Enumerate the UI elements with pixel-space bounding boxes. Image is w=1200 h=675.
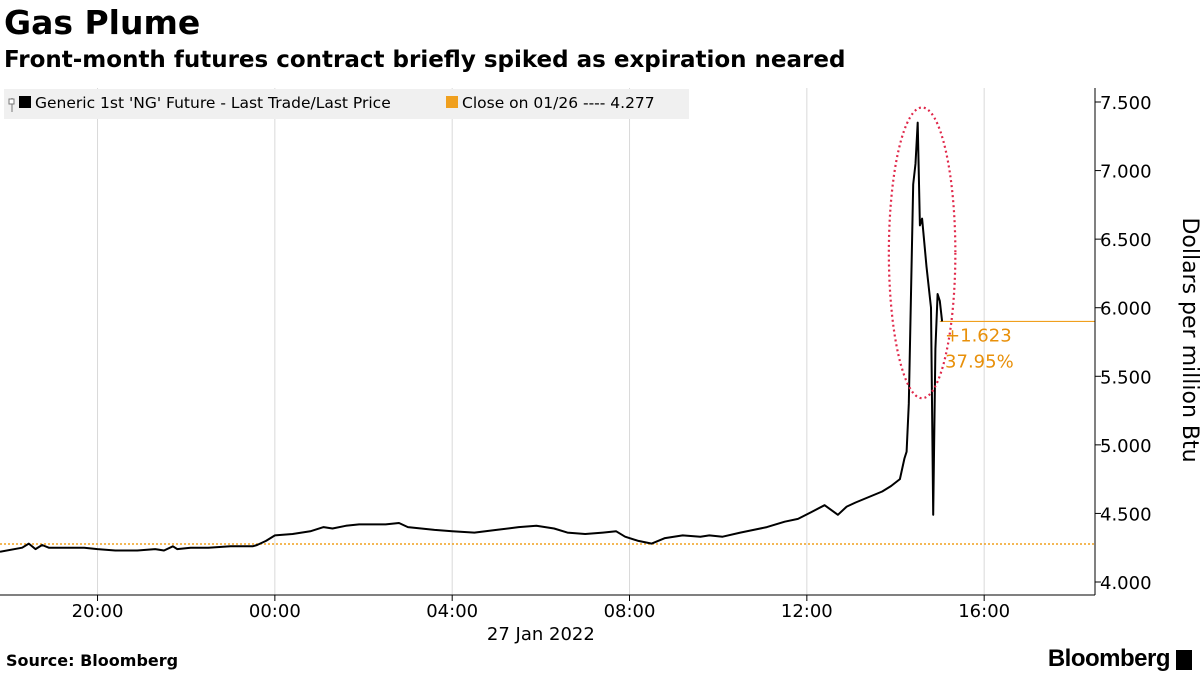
x-date-label: 27 Jan 2022	[487, 624, 595, 645]
y-axis-title: Dollars per million Btu	[1177, 217, 1200, 462]
x-tick-label: 20:00	[72, 601, 124, 622]
legend-swatch-close	[446, 96, 458, 108]
y-tick-label: 6.500	[1100, 230, 1152, 251]
x-tick-label: 16:00	[958, 601, 1010, 622]
x-tick-label: 04:00	[426, 601, 478, 622]
legend-label-series: Generic 1st 'NG' Future - Last Trade/Las…	[35, 94, 391, 112]
source-note: Source: Bloomberg	[6, 651, 179, 670]
y-tick-label: 4.000	[1100, 573, 1152, 594]
x-tick-label: 00:00	[249, 601, 301, 622]
legend-swatch-series	[19, 96, 31, 108]
y-tick-label: 7.000	[1100, 162, 1152, 183]
change-annotation: +1.623 37.95%	[945, 325, 1014, 372]
brand-square-icon	[1176, 650, 1192, 670]
chart-title: Gas Plume	[4, 3, 201, 42]
y-tick-label: 5.000	[1100, 436, 1152, 457]
legend: Generic 1st 'NG' Future - Last Trade/Las…	[4, 89, 689, 119]
y-tick-label: 7.500	[1100, 93, 1152, 114]
legend-marker-small-icon	[8, 98, 15, 105]
y-tick-label: 6.000	[1100, 299, 1152, 320]
price-series-group	[0, 121, 944, 553]
price-series-line	[0, 121, 944, 553]
chart-subtitle: Front-month futures contract briefly spi…	[4, 47, 846, 73]
change-annotation-text: 37.95%	[945, 351, 1014, 372]
vertical-gridlines	[97, 88, 985, 595]
x-tick-label: 08:00	[604, 601, 656, 622]
x-tick-label: 12:00	[781, 601, 833, 622]
axes: 20:00 00:00 04:00 08:00 12:00 16:00 27 Jan 202…	[0, 88, 1200, 645]
change-annotation-text: +1.623	[945, 325, 1012, 346]
legend-label-close: Close on 01/26 ---- 4.277	[462, 94, 655, 112]
reference-line-group	[0, 320, 1095, 545]
legend-background	[4, 89, 689, 119]
y-tick-label: 4.500	[1100, 504, 1152, 525]
y-tick-label: 5.500	[1100, 367, 1152, 388]
brand-logo: Bloomberg	[1047, 645, 1171, 672]
